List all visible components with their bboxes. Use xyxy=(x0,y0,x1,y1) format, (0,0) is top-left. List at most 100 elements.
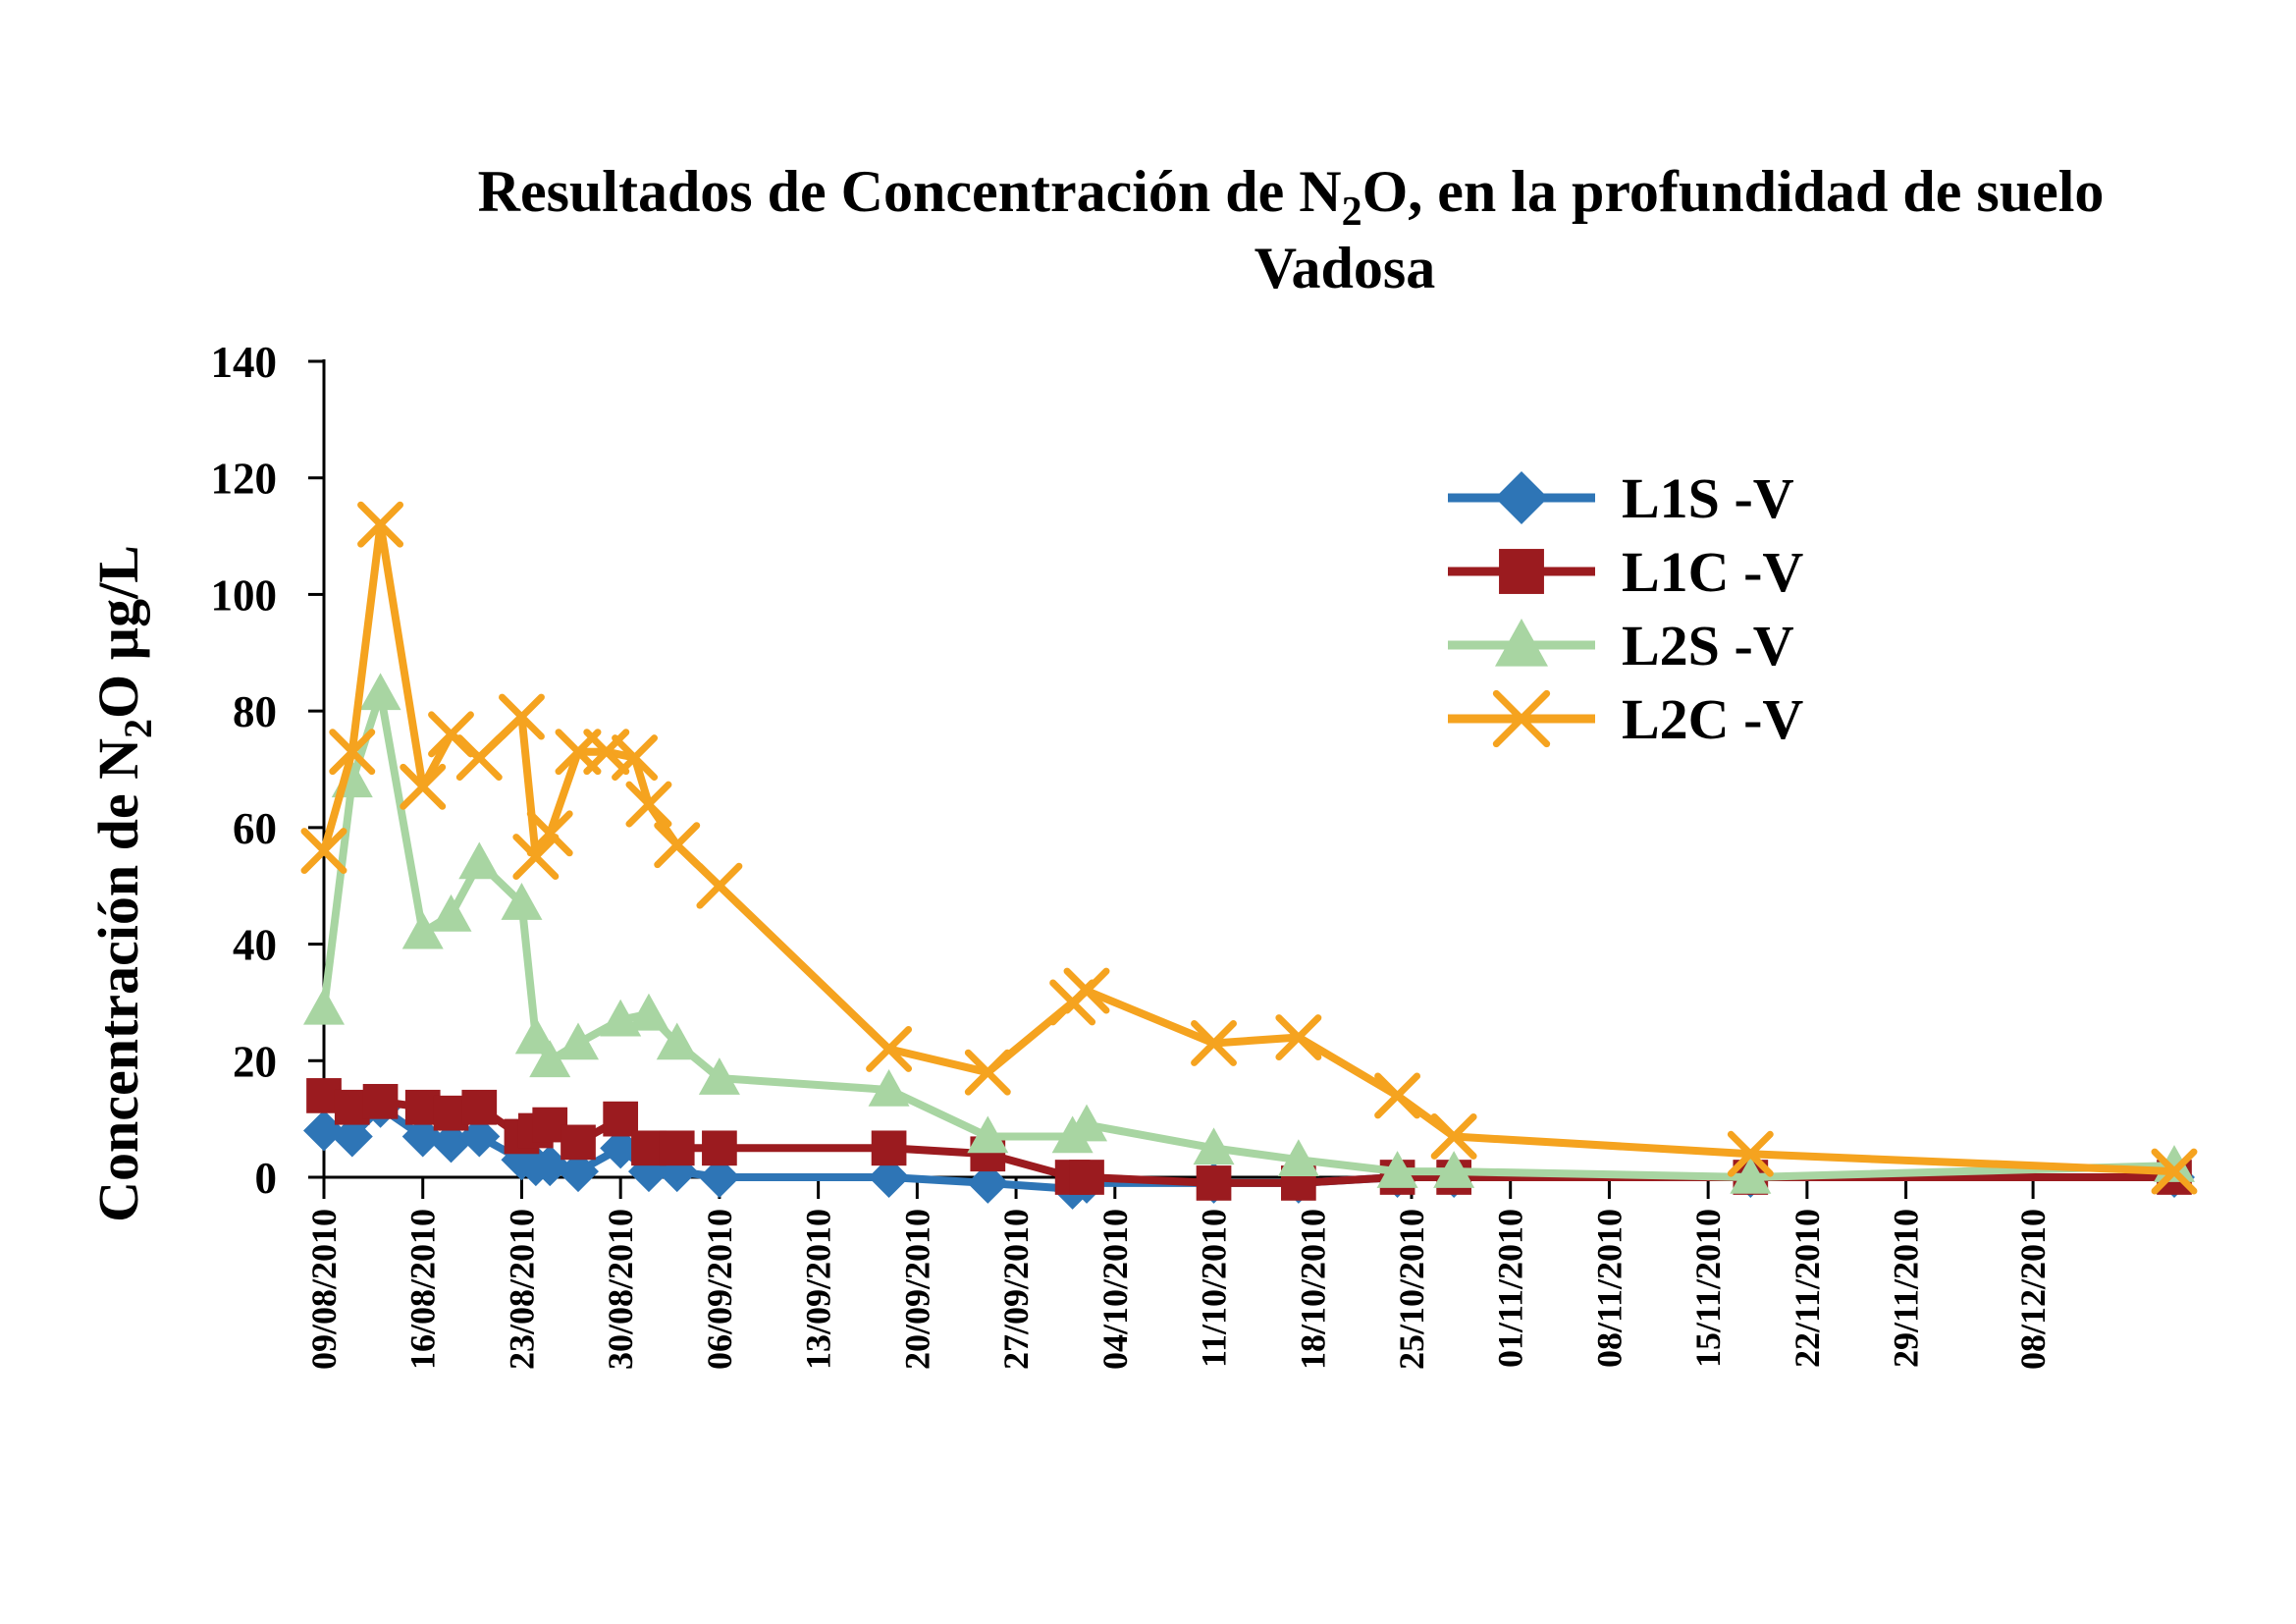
legend-item-4: L2C -V xyxy=(1448,687,1803,751)
data-point xyxy=(558,1151,600,1193)
data-point xyxy=(654,822,701,869)
x-marker-stroke xyxy=(612,734,659,782)
data-point xyxy=(1374,1072,1421,1119)
data-point xyxy=(659,1130,695,1166)
x-marker-stroke xyxy=(455,734,503,782)
data-point xyxy=(331,1115,373,1158)
x-marker-stroke xyxy=(696,862,743,909)
data-point xyxy=(401,911,444,949)
data-point xyxy=(455,734,503,782)
legend-label: L2C -V xyxy=(1622,687,1803,751)
series-line xyxy=(320,520,2175,1176)
y-tick-label: 120 xyxy=(211,455,278,504)
x-marker-stroke xyxy=(1374,1072,1421,1119)
data-point xyxy=(558,1022,600,1060)
data-point xyxy=(430,893,472,932)
x-marker-stroke xyxy=(1727,1130,1774,1177)
x-tick-label: 06/09/2010 xyxy=(700,1209,739,1370)
x-tick-label: 11/10/2010 xyxy=(1195,1209,1234,1368)
data-point xyxy=(458,841,501,880)
data-point xyxy=(514,1016,557,1055)
data-point xyxy=(702,1130,737,1166)
x-tick-label: 29/11/2010 xyxy=(1887,1209,1926,1368)
x-tick-label: 22/11/2010 xyxy=(1788,1209,1827,1368)
chart-title-line1: Resultados de Concentración de N2O, en l… xyxy=(478,159,2105,235)
data-point xyxy=(499,693,545,740)
x-tick-label: 23/08/2010 xyxy=(502,1209,541,1370)
data-point xyxy=(656,1022,698,1060)
x-marker-stroke xyxy=(654,822,701,869)
chart-title-sub: 2 xyxy=(1342,189,1362,235)
y-tick-label: 100 xyxy=(211,570,278,620)
x-marker-stroke xyxy=(1191,1020,1237,1066)
data-point xyxy=(1191,1020,1237,1066)
data-point xyxy=(625,781,672,828)
series-4 xyxy=(300,501,2198,1195)
x-tick-label: 15/11/2010 xyxy=(1688,1209,1728,1368)
x-tick-label: 25/10/2010 xyxy=(1392,1209,1431,1370)
legend-marker xyxy=(1495,471,1548,524)
legend-marker xyxy=(1495,619,1548,667)
y-tick-label: 0 xyxy=(255,1154,278,1203)
data-point xyxy=(401,1115,444,1158)
data-point xyxy=(698,1157,740,1198)
data-point xyxy=(1727,1130,1774,1177)
data-point xyxy=(698,1057,740,1095)
data-point xyxy=(696,862,743,909)
chart-title-pre: Resultados de Concentración de N xyxy=(478,159,1342,224)
data-point xyxy=(501,883,543,920)
data-point xyxy=(458,1115,501,1158)
x-marker-stroke xyxy=(357,501,404,548)
y-tick-label: 60 xyxy=(233,804,277,853)
legend-label: L2S -V xyxy=(1622,614,1794,677)
data-point xyxy=(1277,1139,1319,1176)
data-point xyxy=(362,1083,399,1119)
data-point xyxy=(967,1115,1009,1154)
svg-text:Concentración de N2O µg/L: Concentración de N2O µg/L xyxy=(86,545,160,1222)
legend-item-2: L1C -V xyxy=(1448,540,1803,604)
series-3 xyxy=(303,673,2195,1194)
data-point xyxy=(1376,1151,1418,1188)
data-point xyxy=(967,1162,1009,1204)
y-tick-label: 40 xyxy=(233,921,277,970)
y-axis-label-post: O µg/L xyxy=(86,545,150,719)
data-point xyxy=(430,1121,472,1164)
x-tick-label: 09/08/2010 xyxy=(304,1209,344,1370)
data-point xyxy=(627,993,669,1031)
data-point xyxy=(1069,1160,1104,1195)
x-marker-stroke xyxy=(499,693,545,740)
data-point xyxy=(1063,967,1110,1014)
data-point xyxy=(526,810,573,857)
series-layer xyxy=(300,501,2198,1210)
data-point xyxy=(561,1124,596,1161)
data-point xyxy=(529,1040,571,1078)
data-point xyxy=(612,734,659,782)
x-marker-stroke xyxy=(428,711,474,758)
data-point xyxy=(868,1068,910,1107)
x-marker-stroke xyxy=(866,1025,913,1072)
x-tick-label: 27/09/2010 xyxy=(996,1209,1036,1370)
data-point xyxy=(1275,1014,1322,1060)
data-point xyxy=(1433,1151,1475,1188)
data-point xyxy=(303,1110,345,1152)
legend-item-3: L2S -V xyxy=(1448,614,1794,677)
legend-item-1: L1S -V xyxy=(1448,466,1794,530)
x-marker-stroke xyxy=(2151,1148,2198,1195)
data-point xyxy=(871,1130,907,1166)
x-marker-stroke xyxy=(1492,689,1551,748)
legend-label: L1C -V xyxy=(1622,540,1803,604)
data-point xyxy=(529,1145,571,1187)
data-point xyxy=(303,987,345,1025)
legend-marker xyxy=(1499,549,1544,594)
series-2 xyxy=(306,1078,2192,1201)
data-point xyxy=(359,673,401,711)
data-point xyxy=(1193,1127,1235,1165)
x-tick-label: 08/11/2010 xyxy=(1589,1209,1629,1368)
x-tick-label: 30/08/2010 xyxy=(601,1209,640,1370)
x-marker-stroke xyxy=(526,810,573,857)
x-tick-label: 08/12/2010 xyxy=(2013,1209,2053,1370)
x-tick-label: 01/11/2010 xyxy=(1491,1209,1530,1368)
x-marker-stroke xyxy=(400,763,447,810)
x-tick-label: 04/10/2010 xyxy=(1095,1209,1135,1370)
